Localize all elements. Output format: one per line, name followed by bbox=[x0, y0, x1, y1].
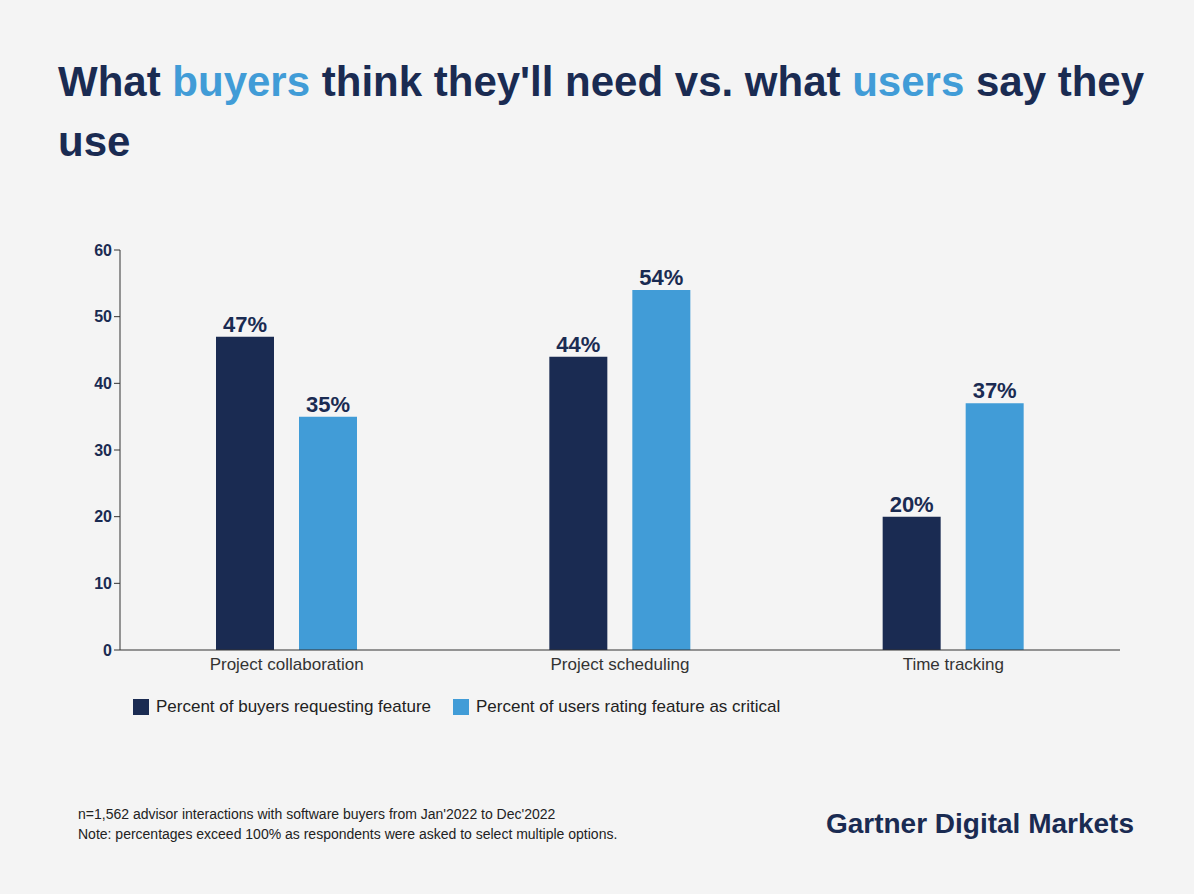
svg-text:54%: 54% bbox=[639, 265, 683, 290]
svg-text:20: 20 bbox=[94, 508, 112, 525]
svg-text:Time tracking: Time tracking bbox=[903, 655, 1004, 674]
svg-text:10: 10 bbox=[94, 575, 112, 592]
svg-text:Project collaboration: Project collaboration bbox=[210, 655, 364, 674]
html-text:n=1,562 advisor interactions w: n=1,562 advisor interactions with softwa… bbox=[78, 806, 556, 822]
svg-text:0: 0 bbox=[103, 642, 112, 659]
html-text:Percent of users rating featur: Percent of users rating feature as criti… bbox=[476, 697, 781, 716]
svg-text:44%: 44% bbox=[556, 332, 600, 357]
html-text:Gartner Digital Markets: Gartner Digital Markets bbox=[825, 808, 1134, 839]
svg-text:20%: 20% bbox=[890, 492, 934, 517]
svg-text:35%: 35% bbox=[306, 392, 350, 417]
svg-text:Project scheduling: Project scheduling bbox=[551, 655, 690, 674]
svg-text:60: 60 bbox=[94, 242, 112, 259]
svg-text:47%: 47% bbox=[223, 312, 267, 337]
html-text:use: use bbox=[58, 118, 131, 165]
svg-text:40: 40 bbox=[94, 375, 112, 392]
html-text:Percent of buyers requesting f: Percent of buyers requesting feature bbox=[156, 697, 431, 716]
svg-text:37%: 37% bbox=[973, 378, 1017, 403]
svg-text:50: 50 bbox=[94, 308, 112, 325]
svg-text:30: 30 bbox=[94, 442, 112, 459]
html-text:What buyers think they'll need: What buyers think they'll need vs. what … bbox=[58, 58, 1145, 105]
html-text:Note: percentages exceed 100%: Note: percentages exceed 100% as respond… bbox=[78, 826, 618, 842]
